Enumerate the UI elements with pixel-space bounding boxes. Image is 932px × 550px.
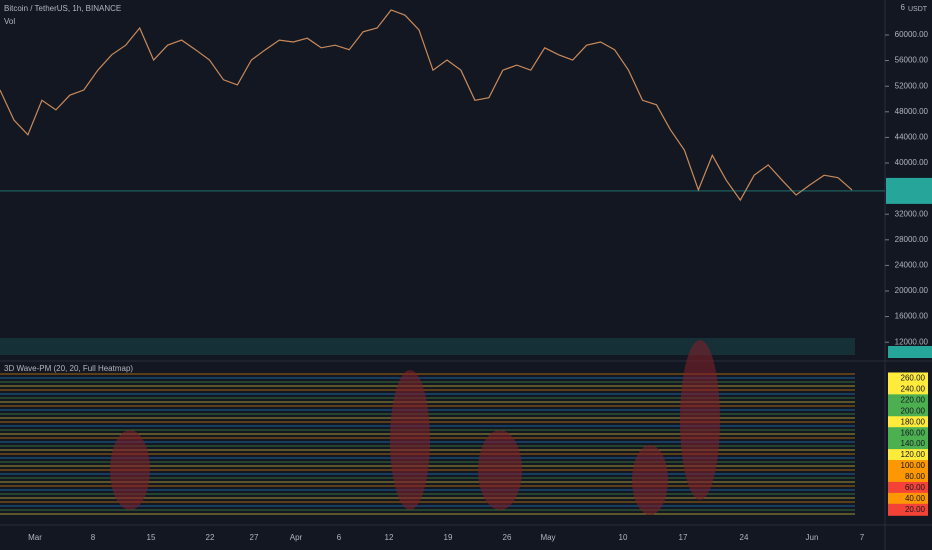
indicator-tick-label: 220.00 (901, 395, 926, 404)
time-label: Jun (806, 533, 819, 542)
time-label: 8 (91, 533, 96, 542)
time-label: 26 (503, 533, 512, 542)
time-label: 15 (147, 533, 156, 542)
indicator-tick-tag (888, 492, 928, 505)
indicator-tick-label: 260.00 (901, 374, 926, 383)
indicator-tick-tag (888, 427, 928, 440)
indicator-tick-tag (888, 383, 928, 396)
price-tick-label: 40000.00 (895, 158, 929, 167)
time-label: 22 (206, 533, 215, 542)
indicator-tick-label: 20.00 (905, 505, 926, 514)
indicator-tick-tag (888, 438, 928, 451)
indicator-tick-label: 180.00 (901, 417, 926, 426)
price-tick-label: 28000.00 (895, 235, 929, 244)
indicator-tick-label: 100.00 (901, 461, 926, 470)
price-line (0, 9, 853, 202)
currency: USDT (908, 6, 928, 13)
indicator-tick-label: 120.00 (901, 450, 926, 459)
indicator-tick-label: 140.00 (901, 439, 926, 448)
price-tick-label: 60000.00 (895, 30, 929, 39)
heat-blob (390, 370, 430, 510)
indicator-tick-tag (888, 405, 928, 418)
price-tick-label: 24000.00 (895, 261, 929, 270)
time-label: 24 (740, 533, 749, 542)
time-label: Apr (290, 533, 303, 542)
time-label: 10 (619, 533, 628, 542)
indicator-tick-tag (888, 394, 928, 407)
indicator-tick-label: 160.00 (901, 428, 926, 437)
indicator-tick-tag (888, 416, 928, 429)
current-price-tag (886, 177, 932, 204)
indicator-tick-tag (888, 481, 928, 494)
price-tick-label: 20000.00 (895, 286, 929, 295)
time-label: 19 (444, 533, 453, 542)
heat-blob (632, 445, 668, 515)
volume-band (0, 338, 855, 355)
time-label: 27 (250, 533, 259, 542)
time-label: Mar (28, 533, 42, 542)
indicator-tick-label: 80.00 (905, 472, 926, 481)
symbol-title: Bitcoin / TetherUS, 1h, BINANCE (4, 4, 121, 13)
time-label: 7 (860, 533, 865, 542)
volume-label: Vol (4, 17, 15, 26)
time-label: 12 (385, 533, 394, 542)
time-label: 17 (679, 533, 688, 542)
price-tick-label: 16000.00 (895, 312, 929, 321)
indicator-tick-label: 240.00 (901, 385, 926, 394)
price-tick-label: 56000.00 (895, 56, 929, 65)
indicator-tick-tag (888, 470, 928, 483)
price-tick-label: 44000.00 (895, 133, 929, 142)
heat-blob (110, 430, 150, 510)
indicator-tick-tag (888, 372, 928, 385)
time-label: 6 (337, 533, 342, 542)
axis-top: 6 (901, 3, 906, 12)
price-tick-label: 32000.00 (895, 209, 929, 218)
indicator-tick-label: 60.00 (905, 483, 926, 492)
time-label: May (540, 533, 555, 542)
price-tick-label: 52000.00 (895, 81, 929, 90)
heat-blob (478, 430, 522, 510)
indicator-tick-label: 40.00 (905, 494, 926, 503)
indicator-tick-tag (888, 460, 928, 473)
heat-blob (680, 340, 720, 500)
indicator-tick-tag (888, 503, 928, 516)
price-tick-label: 12000.00 (895, 337, 929, 346)
indicator-tick-tag (888, 449, 928, 462)
indicator-tick-label: 200.00 (901, 406, 926, 415)
volume-tag (888, 346, 932, 358)
price-tick-label: 48000.00 (895, 107, 929, 116)
indicator-title: 3D Wave-PM (20, 20, Full Heatmap) (4, 364, 133, 373)
